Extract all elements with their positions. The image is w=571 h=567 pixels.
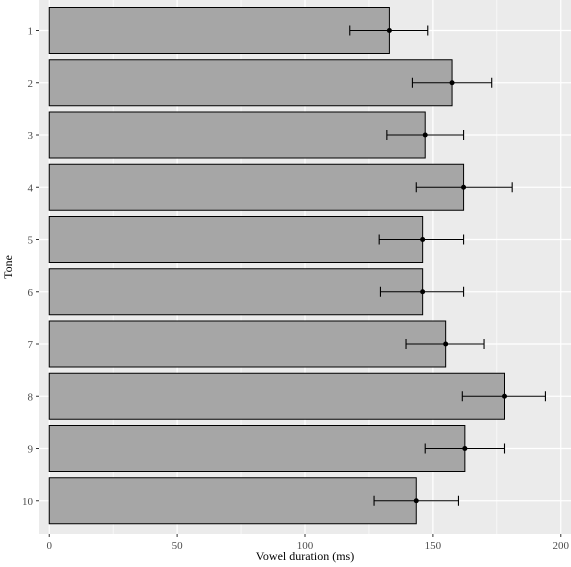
x-ticks: 0 50 100 150 200 [46,534,570,552]
y-tick-label: 5 [28,235,34,247]
bar-tone-8 [48,372,505,420]
bar-tone-5 [48,216,424,263]
error-bar-tone-3 [386,130,465,140]
x-tick-label: 100 [297,540,314,552]
error-bar-tone-10 [373,495,460,506]
error-bar-tone-9 [424,443,506,454]
y-tick-label: 10 [22,496,34,508]
mean-point-tone-2 [449,80,455,86]
x-tick-label: 150 [425,540,442,552]
bar-tone-2 [48,59,453,107]
mean-point-tone-10 [413,498,419,504]
mean-point-tone-5 [420,237,426,242]
y-tick-label: 8 [28,391,34,403]
mean-point-tone-7 [443,341,449,347]
x-tick-label: 200 [553,540,570,552]
bar-tone-7 [48,320,447,368]
mean-point-tone-4 [461,184,467,190]
bars-layer [48,7,505,525]
bar-tone-6 [48,268,424,316]
y-tick-label: 3 [28,130,34,142]
y-tick-label: 1 [28,26,34,38]
bar-tone-1 [48,7,390,54]
error-bar-tone-7 [405,339,485,349]
errors-layer [349,25,546,506]
error-bar-tone-5 [378,234,465,245]
mean-point-tone-6 [420,289,426,295]
x-tick-label: 0 [46,540,52,552]
y-tick-label: 4 [28,182,34,194]
error-bar-tone-8 [461,391,546,402]
mean-point-tone-9 [462,446,468,451]
bar-tone-3 [48,111,426,159]
y-axis-title: Tone [1,255,15,279]
y-ticks: 1 2 3 4 5 6 7 8 9 10 [22,26,39,508]
error-bar-tone-6 [379,286,465,297]
mean-point-tone-1 [386,28,392,33]
bar-tone-9 [48,425,466,472]
error-bar-tone-2 [411,77,493,88]
y-tick-label: 2 [28,78,34,90]
error-bar-tone-4 [415,182,513,193]
y-tick-label: 7 [28,339,34,351]
x-tick-label: 50 [172,540,184,552]
error-bar-tone-1 [349,25,429,36]
mean-point-tone-3 [422,132,428,138]
x-axis-title: Vowel duration (ms) [256,549,354,563]
y-tick-label: 6 [28,287,34,299]
bar-tone-4 [48,163,465,211]
mean-point-tone-8 [502,393,507,399]
bar-tone-10 [48,477,417,525]
y-tick-label: 9 [28,444,34,456]
